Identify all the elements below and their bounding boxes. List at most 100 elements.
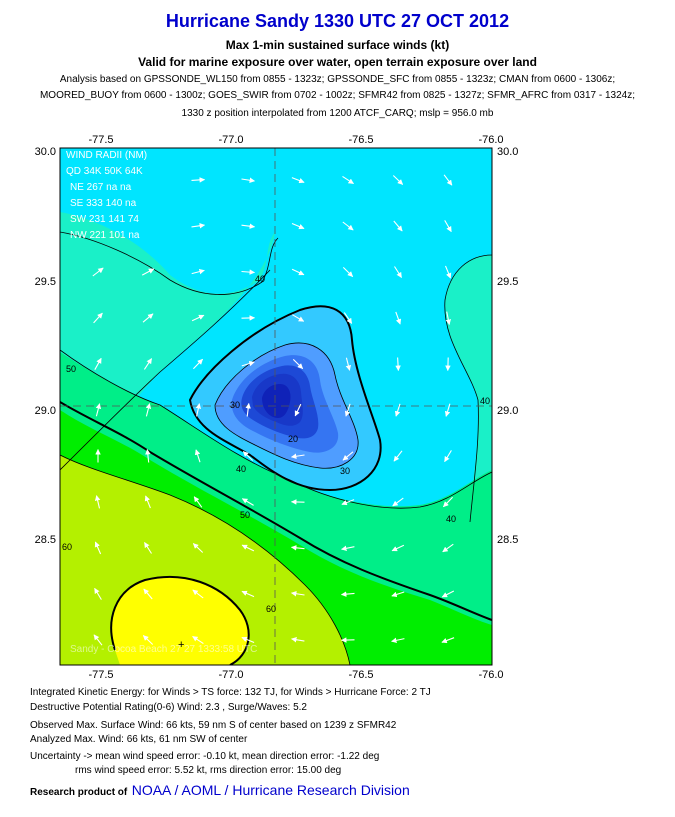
wind-vector xyxy=(394,403,401,417)
wind-vector xyxy=(241,636,255,644)
wind-vector xyxy=(245,402,251,417)
wind-vector xyxy=(342,221,354,231)
lat-tick-left-1: 30.0 xyxy=(35,146,56,158)
wind-vector xyxy=(143,588,153,600)
analysis-line-3: 1330 z position interpolated from 1200 A… xyxy=(181,108,494,119)
wind-vector xyxy=(143,358,153,370)
wind-vector xyxy=(141,268,155,276)
lat-tick-right-1: 30.0 xyxy=(497,146,518,158)
wind-vector xyxy=(441,637,455,644)
wind-vector xyxy=(94,357,102,370)
wind-vector xyxy=(291,222,305,230)
wind-vector xyxy=(290,453,305,459)
subtitle-winds: Max 1-min sustained surface winds (kt) xyxy=(225,38,450,52)
lon-tick-bottom-1: -77.5 xyxy=(88,669,113,680)
contour-label-50a: 50 xyxy=(66,364,76,374)
wind-radii-header: WIND RADII (NM) xyxy=(66,150,147,161)
wind-vector xyxy=(292,359,304,369)
wind-radii-row-sw: SW 231 141 74 xyxy=(70,214,139,225)
map-overlay-caption: Sandy - Cocoa Beach 27 27 1333:58 UTC xyxy=(70,644,257,655)
wind-vector xyxy=(144,495,151,509)
wind-vector xyxy=(241,544,255,552)
contour-40kt-right xyxy=(444,254,492,523)
uncertainty-line-2: rms wind speed error: 5.52 kt, rms direc… xyxy=(75,765,342,776)
wind-vector xyxy=(94,541,102,555)
wind-vector xyxy=(394,266,402,278)
lat-tick-right-2: 29.5 xyxy=(497,276,518,288)
contour-label-60a: 60 xyxy=(62,542,72,552)
contour-label-40a: 40 xyxy=(255,274,265,284)
wind-vector xyxy=(444,403,451,417)
wind-vector xyxy=(93,634,103,646)
wind-vector xyxy=(241,360,255,367)
subtitle-exposure: Valid for marine exposure over water, op… xyxy=(138,55,537,69)
wind-vector xyxy=(392,175,404,185)
contour-label-40b: 40 xyxy=(236,464,246,474)
wind-vector xyxy=(444,450,452,463)
dpr-line: Destructive Potential Rating(0-6) Wind: … xyxy=(30,702,307,713)
credit-org-link[interactable]: NOAA / AOML / Hurricane Research Divisio… xyxy=(131,782,410,798)
uncertainty-line-1: Uncertainty -> mean wind speed error: -0… xyxy=(30,751,380,762)
observed-max-line: Observed Max. Surface Wind: 66 kts, 59 n… xyxy=(30,720,397,731)
lon-tick-top-3: -76.5 xyxy=(348,134,373,146)
wind-vector xyxy=(341,545,355,552)
contour-label-30b: 30 xyxy=(340,466,350,476)
wind-vector xyxy=(191,177,206,183)
lon-tick-top-2: -77.0 xyxy=(218,134,243,146)
wind-vector xyxy=(290,591,305,597)
wind-vector xyxy=(94,587,102,600)
wind-vector xyxy=(291,268,305,276)
wind-vector xyxy=(443,496,453,508)
wind-vector xyxy=(395,311,402,325)
wind-vector xyxy=(142,313,154,323)
wind-vector xyxy=(291,637,305,643)
lat-tick-left-4: 28.5 xyxy=(35,534,56,546)
contour-50kt-bold xyxy=(60,401,492,621)
wind-vector xyxy=(95,403,102,417)
wind-vector xyxy=(292,314,305,322)
wind-vector xyxy=(342,267,354,277)
wind-vector xyxy=(445,311,452,325)
wind-vector xyxy=(342,175,354,185)
wind-radii-row-nw: NW 221 101 na xyxy=(70,230,140,241)
analyzed-max-line: Analyzed Max. Wind: 66 kts, 61 nm SW of … xyxy=(30,734,248,745)
wind-vector xyxy=(294,403,302,417)
wind-vector xyxy=(142,635,154,645)
wind-vector xyxy=(391,637,405,644)
lat-tick-right-3: 29.0 xyxy=(497,405,518,417)
wind-vector xyxy=(340,591,355,597)
wind-vectors xyxy=(92,174,455,646)
lon-tick-bottom-4: -76.0 xyxy=(478,669,503,680)
credit-line: Research product of NOAA / AOML / Hurric… xyxy=(30,782,410,800)
wind-vector xyxy=(344,403,351,417)
ike-line: Integrated Kinetic Energy: for Winds > T… xyxy=(30,687,431,698)
wind-field-map: -77.5 -77.0 -76.5 -76.0 -77.5 -77.0 -76.… xyxy=(35,134,519,680)
lat-tick-left-3: 29.0 xyxy=(35,405,56,417)
wind-vector xyxy=(192,635,204,645)
wind-vector xyxy=(93,312,103,324)
contour-label-30a: 30 xyxy=(230,400,240,410)
wind-vector xyxy=(392,497,404,507)
wind-vector xyxy=(241,223,256,229)
wind-vector xyxy=(191,314,205,322)
wind-vector xyxy=(144,542,152,554)
wind-vector xyxy=(193,496,203,508)
page-title: Hurricane Sandy 1330 UTC 27 OCT 2012 xyxy=(165,11,510,31)
analysis-line-2: MOORED_BUOY from 0600 - 1300z; GOES_SWIR… xyxy=(39,90,636,101)
center-ring-inner xyxy=(262,384,291,418)
wind-vector xyxy=(241,177,256,183)
wind-vector xyxy=(241,498,254,506)
wind-vector xyxy=(443,174,453,186)
wind-vector xyxy=(290,545,305,551)
map-frame xyxy=(59,147,493,666)
wind-band-65kt xyxy=(111,576,249,665)
wind-vector xyxy=(191,223,206,229)
wind-vector xyxy=(145,448,151,463)
wind-vector xyxy=(194,449,201,463)
contour-40kt-left xyxy=(60,269,271,471)
wind-vector xyxy=(395,357,401,372)
wind-vector xyxy=(444,220,452,233)
contour-label-60b: 60 xyxy=(266,604,276,614)
lon-tick-top-1: -77.5 xyxy=(88,134,113,146)
wind-vector xyxy=(345,357,352,371)
